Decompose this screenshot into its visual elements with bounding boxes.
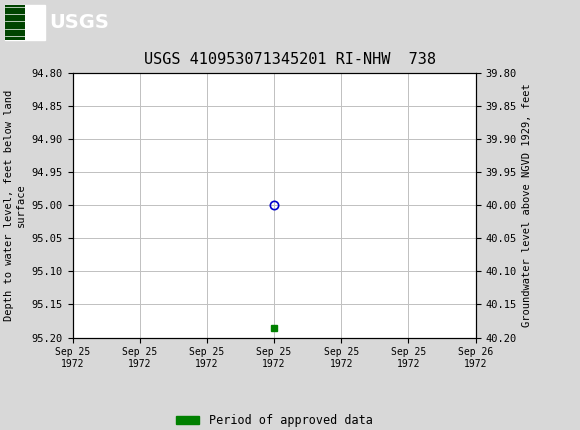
Text: USGS: USGS [49, 13, 109, 32]
Bar [5, 6, 45, 40]
Text: USGS 410953071345201 RI-NHW  738: USGS 410953071345201 RI-NHW 738 [144, 52, 436, 67]
Bar [5, 6, 25, 40]
Legend: Period of approved data: Period of approved data [171, 410, 377, 430]
Y-axis label: Groundwater level above NGVD 1929, feet: Groundwater level above NGVD 1929, feet [522, 83, 532, 327]
Y-axis label: Depth to water level, feet below land
surface: Depth to water level, feet below land su… [5, 90, 26, 321]
